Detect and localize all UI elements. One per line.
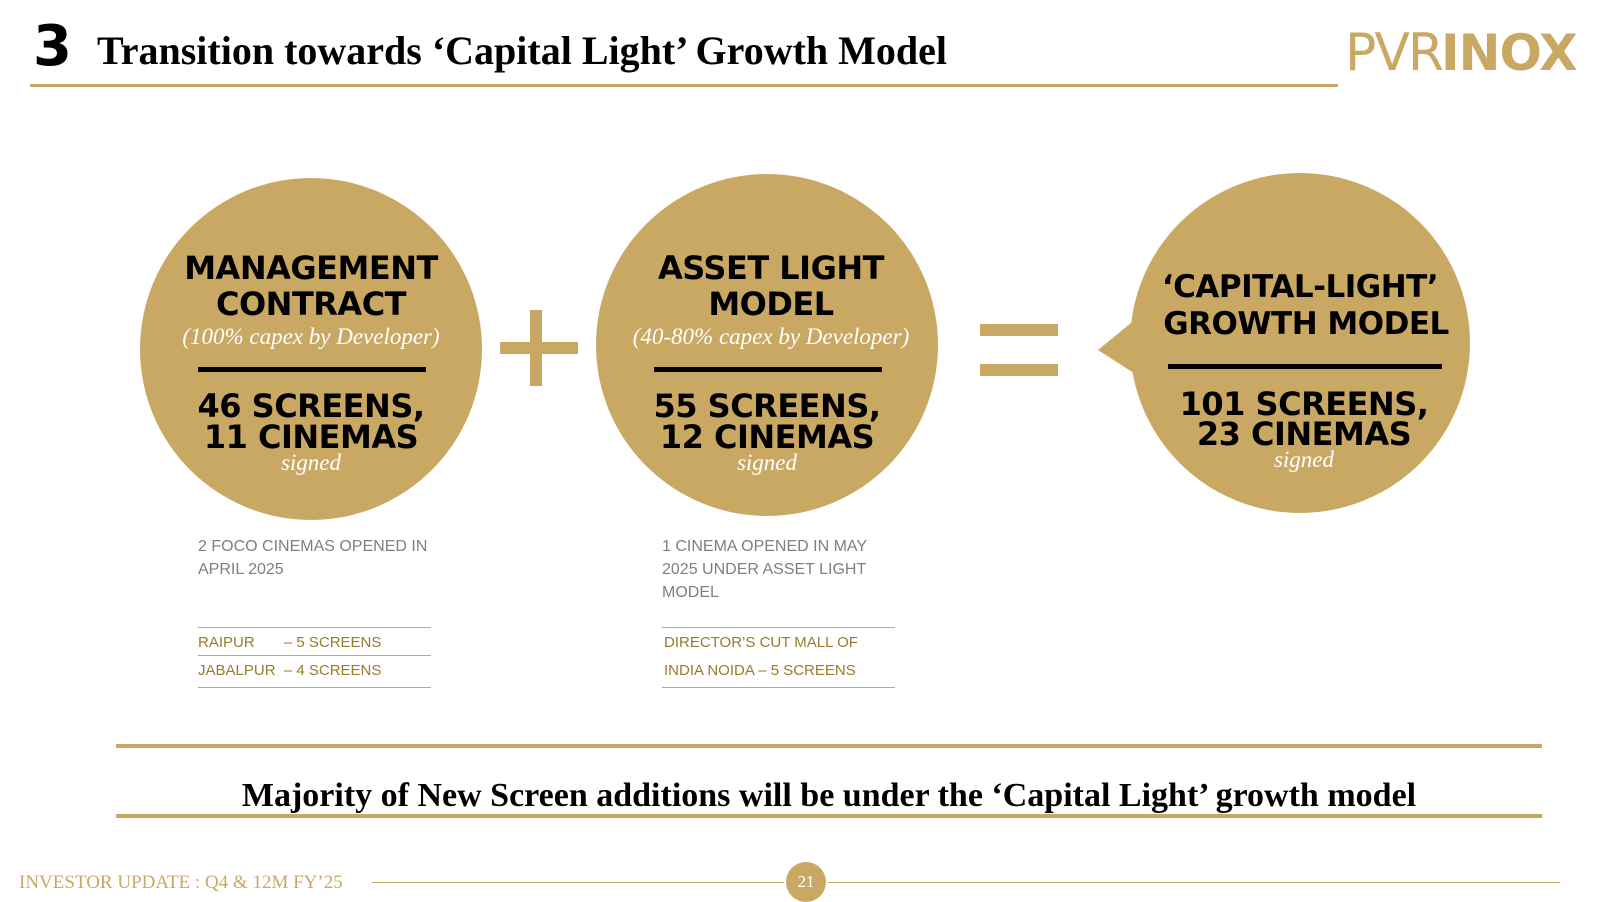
capital-light-circle [1130, 173, 1470, 513]
footer-rule-right [828, 882, 1560, 883]
management-contract-screens: 46 SCREENS, [197, 387, 425, 425]
asset-light-divider [654, 367, 882, 372]
banner-message: Majority of New Screen additions will be… [241, 777, 1417, 814]
capital-light-title-line2: GROWTH MODEL [1163, 306, 1449, 342]
asset-light-list-rule-bottom [662, 687, 895, 688]
management-contract-list-rule-bottom [198, 687, 431, 688]
asset-light-list-item: DIRECTOR’S CUT MALL OF [664, 634, 858, 651]
asset-light-list-rule-top [662, 627, 895, 628]
asset-light-list-item: INDIA NOIDA – 5 SCREENS [664, 662, 856, 679]
capital-light-title-line1: ‘CAPITAL-LIGHT’ [1161, 269, 1439, 305]
management-contract-title-line2: CONTRACT [215, 285, 407, 323]
footer-investor-update: INVESTOR UPDATE : Q4 & 12M FY’25 [19, 872, 343, 893]
management-contract-list-item: JABALPUR – 4 SCREENS [198, 662, 382, 679]
management-contract-list-rule-top [198, 627, 431, 628]
asset-light-title-line2: MODEL [708, 285, 834, 323]
capital-light-signed: signed [1273, 447, 1335, 472]
management-contract-divider [198, 367, 426, 372]
footer-rule-left [372, 882, 784, 883]
page-title: Transition towards ‘Capital Light’ Growt… [97, 28, 948, 73]
plus-icon [500, 310, 578, 386]
page-number-badge: 21 [786, 862, 826, 902]
section-number: 3 [33, 14, 72, 79]
asset-light-signed: signed [736, 450, 798, 475]
capital-light-cinemas: 23 CINEMAS [1196, 415, 1412, 453]
asset-light-subtitle: (40-80% capex by Developer) [632, 324, 910, 349]
management-contract-title-line1: MANAGEMENT [184, 249, 438, 287]
banner-rule-bottom [116, 814, 1542, 818]
title-underline [30, 84, 1338, 87]
management-contract-subtitle: (100% capex by Developer) [182, 324, 440, 349]
management-contract-note: 2 FOCO CINEMAS OPENED IN APRIL 2025 [198, 538, 428, 578]
management-contract-circle [140, 178, 482, 520]
equals-icon [980, 324, 1058, 376]
asset-light-title-line1: ASSET LIGHT [658, 249, 884, 287]
capital-light-divider [1168, 364, 1442, 369]
pvr-inox-logo: PVR INOX [1345, 23, 1578, 83]
asset-light-screens: 55 SCREENS, [653, 387, 881, 425]
management-contract-list-item: RAIPUR – 5 SCREENS [198, 634, 382, 651]
asset-light-circle [596, 174, 938, 516]
capital-light-screens: 101 SCREENS, [1179, 385, 1429, 423]
asset-light-cinemas: 12 CINEMAS [659, 418, 875, 456]
asset-light-note: 1 CINEMA OPENED IN MAY 2025 UNDER ASSET … [662, 538, 867, 601]
management-contract-list-rule-mid [198, 655, 431, 656]
banner-rule-top [116, 744, 1542, 748]
logo-inox-text: INOX [1441, 24, 1577, 82]
management-contract-cinemas: 11 CINEMAS [203, 418, 419, 456]
management-contract-signed: signed [280, 450, 342, 475]
logo-pvr-text: PVR [1345, 23, 1443, 83]
